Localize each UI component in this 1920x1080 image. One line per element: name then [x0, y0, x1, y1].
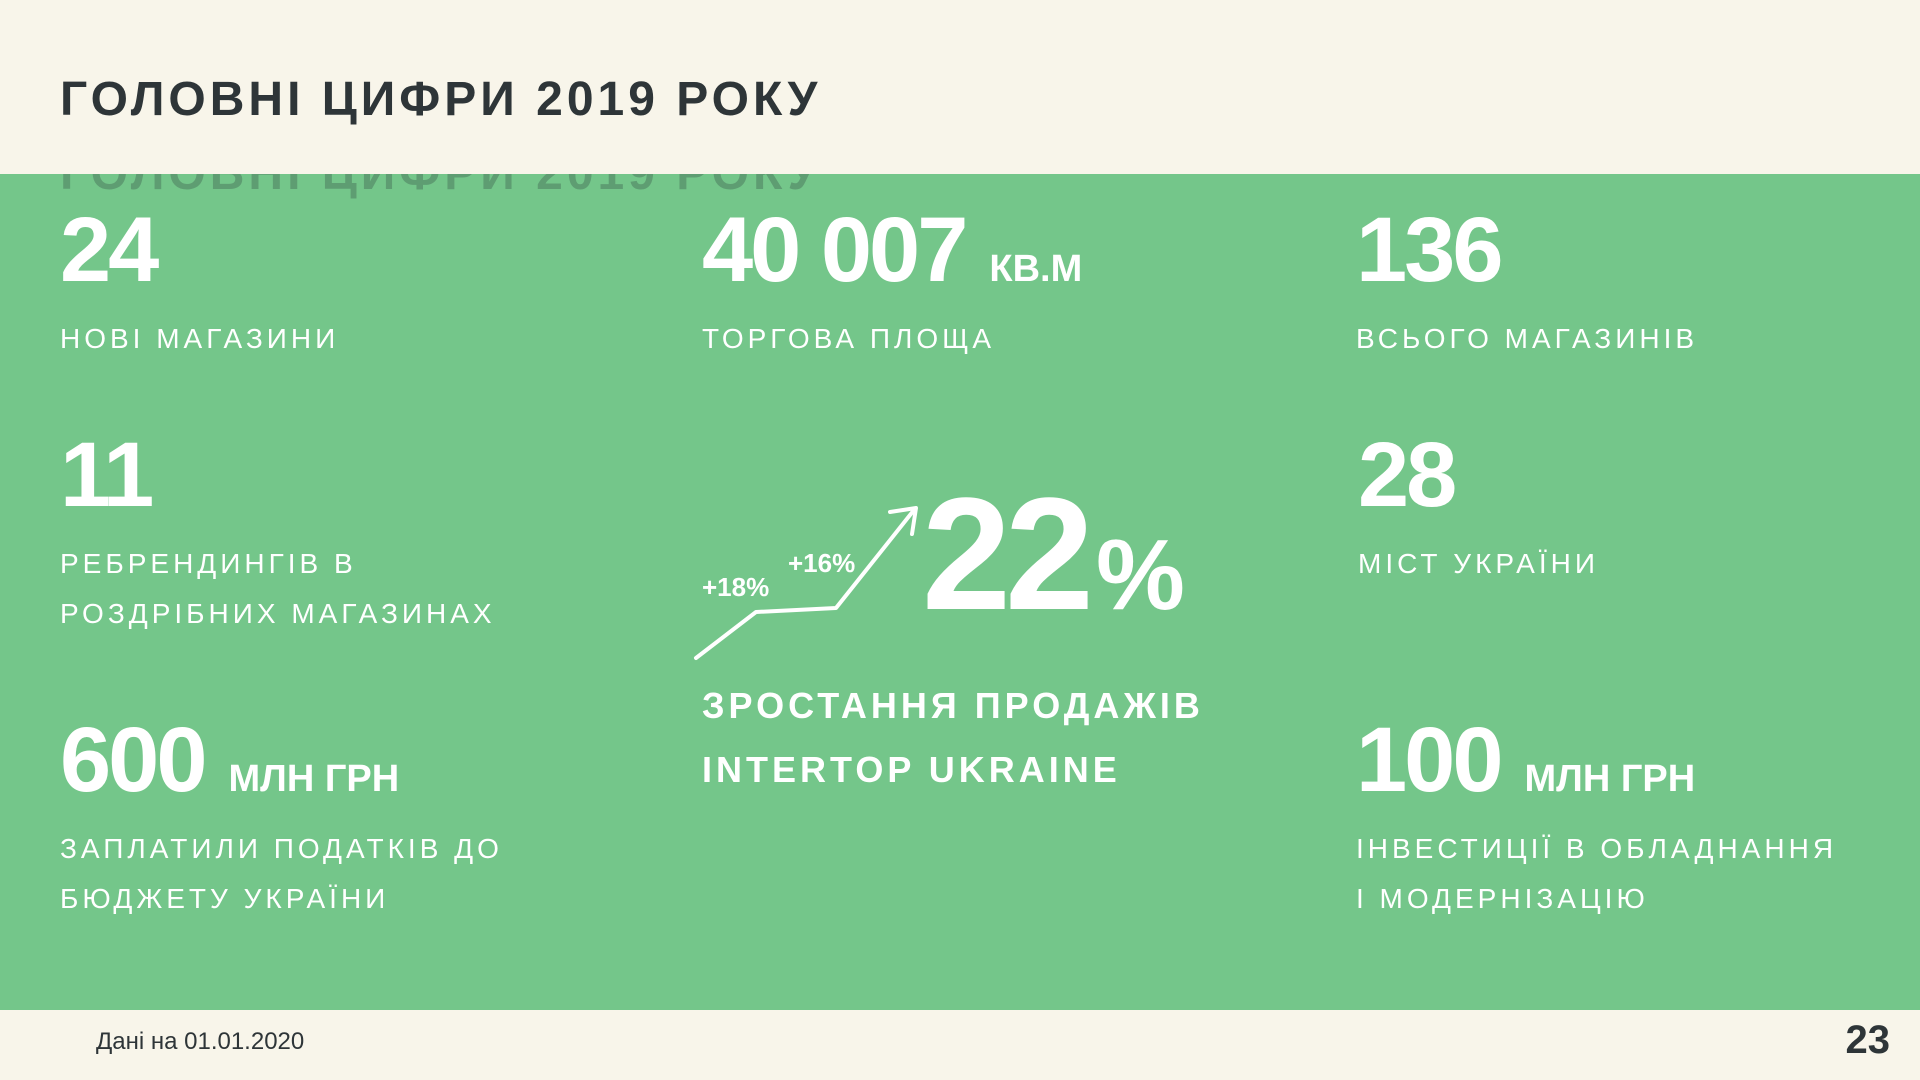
stat-value-row: 100 МЛН ГРН: [1356, 714, 1837, 806]
stat-label: ЗАПЛАТИЛИ ПОДАТКІВ ДО БЮДЖЕТУ УКРАЇНИ: [60, 824, 503, 924]
stat-label: НОВІ МАГАЗИНИ: [60, 323, 340, 354]
stat-new-stores: 24 НОВІ МАГАЗИНИ: [60, 204, 339, 364]
growth-value-row: 22%: [922, 474, 1185, 634]
stat-label: ІНВЕСТИЦІЇ В ОБЛАДНАННЯ І МОДЕРНІЗАЦІЮ: [1356, 824, 1837, 924]
stat-label-line2: БЮДЖЕТУ УКРАЇНИ: [60, 883, 390, 914]
footer-date-note: Дані на 01.01.2020: [96, 1028, 305, 1055]
stat-label-line1: РЕБРЕНДИНГІВ В: [60, 548, 357, 579]
growth-percent-sign: %: [1095, 519, 1185, 631]
growth-label: ЗРОСТАННЯ ПРОДАЖІВ INTERTOP UKRAINE: [702, 674, 1204, 802]
growth-label-line1: ЗРОСТАННЯ ПРОДАЖІВ: [702, 685, 1204, 726]
stat-value: 11: [60, 424, 154, 526]
stat-label-line1: ІНВЕСТИЦІЇ В ОБЛАДНАННЯ: [1356, 833, 1838, 864]
page-number: 23: [1845, 1018, 1891, 1062]
stat-value: 28: [1358, 424, 1457, 526]
growth-value: 22: [922, 464, 1094, 643]
stat-taxes: 600 МЛН ГРН ЗАПЛАТИЛИ ПОДАТКІВ ДО БЮДЖЕТУ…: [60, 714, 503, 924]
growth-step-1: +18%: [702, 572, 769, 602]
stat-rebrandings: 11 РЕБРЕНДИНГІВ В РОЗДРІБНИХ МАГАЗИНАХ: [60, 429, 496, 639]
stat-label-line1: ЗАПЛАТИЛИ ПОДАТКІВ ДО: [60, 833, 503, 864]
page-title: ГОЛОВНІ ЦИФРИ 2019 РОКУ: [60, 73, 822, 126]
stat-total-stores: 136 ВСЬОГО МАГАЗИНІВ: [1356, 204, 1698, 364]
stat-label-line2: І МОДЕРНІЗАЦІЮ: [1356, 883, 1649, 914]
stat-value-row: 600 МЛН ГРН: [60, 714, 503, 806]
stat-label: ТОРГОВА ПЛОЩА: [702, 323, 996, 354]
stat-value: 100: [1356, 709, 1503, 811]
stat-value: 40 007: [702, 199, 968, 301]
stat-unit: МЛН ГРН: [1524, 758, 1696, 800]
stat-value: 600: [60, 709, 207, 811]
stat-cities: 28 МІСТ УКРАЇНИ: [1358, 429, 1599, 589]
stat-investments: 100 МЛН ГРН ІНВЕСТИЦІЇ В ОБЛАДНАННЯ І МОД…: [1356, 714, 1837, 924]
stat-value-row: 40 007 КВ.М: [702, 204, 1082, 296]
stat-retail-area: 40 007 КВ.М ТОРГОВА ПЛОЩА: [702, 204, 1082, 364]
sales-growth-block: +18% +16% 22%: [690, 474, 1250, 674]
stat-label: ВСЬОГО МАГАЗИНІВ: [1356, 323, 1699, 354]
stat-label: МІСТ УКРАЇНИ: [1358, 548, 1599, 579]
title-ghost-echo: ГОЛОВНІ ЦИФРИ 2019 РОКУ: [60, 174, 821, 201]
stats-panel: ГОЛОВНІ ЦИФРИ 2019 РОКУ 24 НОВІ МАГАЗИНИ…: [0, 174, 1920, 1010]
stat-value: 24: [60, 199, 159, 301]
growth-label-line2: INTERTOP UKRAINE: [702, 749, 1121, 790]
stat-label-line2: РОЗДРІБНИХ МАГАЗИНАХ: [60, 598, 496, 629]
growth-arrow-icon: +18% +16%: [694, 506, 918, 660]
stat-label: РЕБРЕНДИНГІВ В РОЗДРІБНИХ МАГАЗИНАХ: [60, 539, 496, 639]
growth-step-2: +16%: [788, 548, 855, 578]
stat-unit: КВ.М: [989, 248, 1083, 290]
stat-value: 136: [1356, 199, 1504, 301]
stat-unit: МЛН ГРН: [228, 758, 400, 800]
